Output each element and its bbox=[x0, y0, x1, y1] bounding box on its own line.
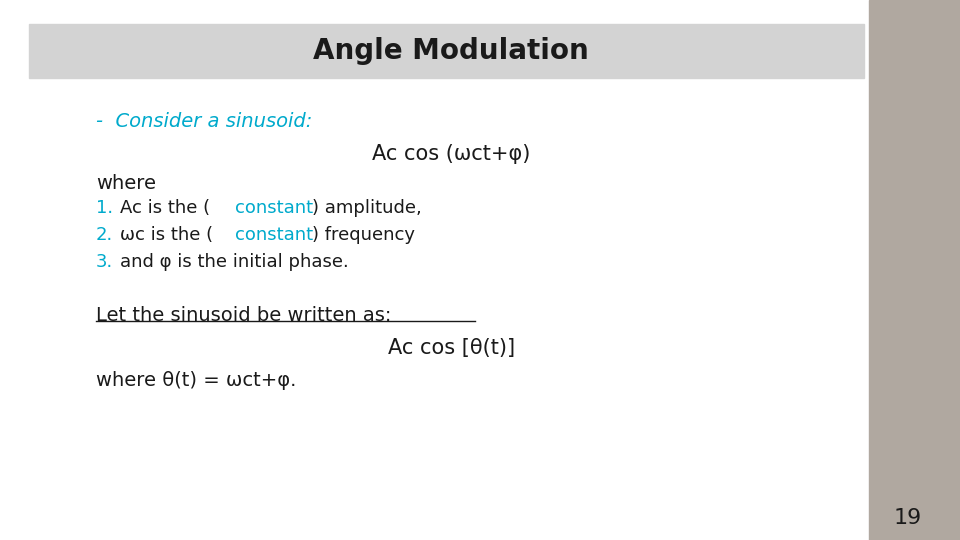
Text: 1.: 1. bbox=[96, 199, 113, 217]
Text: Angle Modulation: Angle Modulation bbox=[313, 37, 589, 65]
Text: Ac cos [θ(t)]: Ac cos [θ(t)] bbox=[388, 338, 515, 359]
Text: and φ is the initial phase.: and φ is the initial phase. bbox=[120, 253, 348, 271]
Text: ) frequency: ) frequency bbox=[312, 226, 415, 244]
Text: constant: constant bbox=[235, 199, 313, 217]
Text: Ac cos (ωct+φ): Ac cos (ωct+φ) bbox=[372, 144, 530, 164]
Text: 19: 19 bbox=[893, 508, 922, 529]
Text: Let the sinusoid be written as:: Let the sinusoid be written as: bbox=[96, 306, 392, 326]
Text: 3.: 3. bbox=[96, 253, 113, 271]
Text: ωc is the (: ωc is the ( bbox=[120, 226, 213, 244]
Text: Ac is the (: Ac is the ( bbox=[120, 199, 210, 217]
Text: where: where bbox=[96, 174, 156, 193]
Text: constant: constant bbox=[235, 226, 313, 244]
Text: 2.: 2. bbox=[96, 226, 113, 244]
Text: -  Consider a sinusoid:: - Consider a sinusoid: bbox=[96, 112, 312, 131]
Text: ) amplitude,: ) amplitude, bbox=[312, 199, 421, 217]
Text: where θ(t) = ωct+φ.: where θ(t) = ωct+φ. bbox=[96, 371, 297, 390]
